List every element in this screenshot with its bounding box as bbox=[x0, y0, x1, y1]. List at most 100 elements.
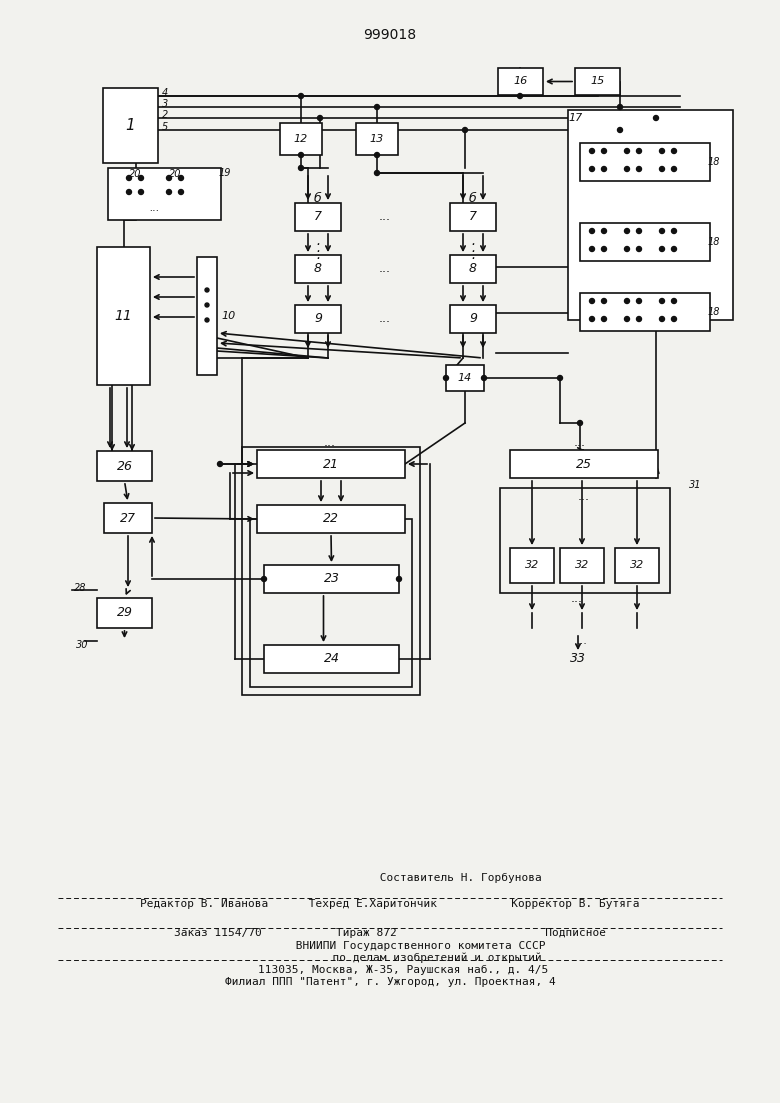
Circle shape bbox=[601, 149, 607, 153]
Text: 29: 29 bbox=[116, 607, 133, 620]
Circle shape bbox=[625, 167, 629, 171]
Bar bbox=[580, 143, 710, 181]
Circle shape bbox=[601, 246, 607, 251]
Circle shape bbox=[636, 228, 641, 234]
Bar bbox=[295, 203, 341, 231]
Text: 18: 18 bbox=[707, 237, 720, 247]
Circle shape bbox=[601, 317, 607, 321]
Text: 9: 9 bbox=[469, 312, 477, 325]
Text: 25: 25 bbox=[576, 458, 592, 471]
Circle shape bbox=[517, 94, 523, 98]
Bar bbox=[560, 548, 604, 583]
Bar bbox=[197, 257, 217, 375]
Text: ...: ... bbox=[574, 437, 586, 450]
Circle shape bbox=[660, 299, 665, 303]
Text: по делам изобретений и открытий: по делам изобретений и открытий bbox=[238, 953, 542, 963]
Circle shape bbox=[625, 228, 629, 234]
Circle shape bbox=[636, 167, 641, 171]
Bar bbox=[295, 255, 341, 283]
Bar bbox=[446, 365, 484, 390]
Text: ...: ... bbox=[150, 203, 160, 213]
Circle shape bbox=[660, 246, 665, 251]
Text: 11: 11 bbox=[115, 309, 133, 323]
Text: 19: 19 bbox=[218, 168, 231, 178]
Text: ·: · bbox=[316, 245, 320, 259]
Text: 20: 20 bbox=[168, 169, 181, 179]
Text: 12: 12 bbox=[294, 133, 308, 144]
Text: Редактор В. Иванова      Техред Е.Харитончик           Корректор В. Бутяга: Редактор В. Иванова Техред Е.Харитончик … bbox=[140, 899, 640, 909]
Circle shape bbox=[672, 317, 676, 321]
Circle shape bbox=[672, 299, 676, 303]
Circle shape bbox=[672, 228, 676, 234]
Text: 33: 33 bbox=[570, 652, 586, 664]
Circle shape bbox=[590, 299, 594, 303]
Text: 3: 3 bbox=[162, 99, 168, 109]
Circle shape bbox=[654, 116, 658, 120]
Text: 22: 22 bbox=[323, 513, 339, 525]
Text: 24: 24 bbox=[324, 653, 339, 665]
Text: 5: 5 bbox=[162, 122, 168, 132]
Circle shape bbox=[558, 375, 562, 381]
Circle shape bbox=[396, 577, 402, 581]
Text: 4: 4 bbox=[162, 88, 168, 98]
Bar bbox=[580, 223, 710, 261]
Bar bbox=[250, 520, 412, 687]
Text: 15: 15 bbox=[590, 76, 604, 86]
Text: 32: 32 bbox=[525, 560, 539, 570]
Text: 10: 10 bbox=[222, 311, 236, 321]
Text: ·: · bbox=[471, 245, 475, 259]
Bar bbox=[510, 450, 658, 478]
Bar bbox=[356, 124, 398, 156]
Circle shape bbox=[299, 165, 303, 171]
Circle shape bbox=[126, 190, 132, 194]
Circle shape bbox=[179, 190, 183, 194]
Circle shape bbox=[590, 246, 594, 251]
Circle shape bbox=[577, 420, 583, 426]
Text: 27: 27 bbox=[120, 512, 136, 525]
Circle shape bbox=[601, 167, 607, 171]
Text: 20: 20 bbox=[129, 169, 141, 179]
Bar bbox=[97, 247, 150, 385]
Circle shape bbox=[636, 246, 641, 251]
Circle shape bbox=[672, 149, 676, 153]
Circle shape bbox=[618, 128, 622, 132]
Text: 13: 13 bbox=[370, 133, 384, 144]
Bar bbox=[510, 548, 554, 583]
Bar bbox=[97, 451, 152, 481]
Text: ·: · bbox=[471, 238, 475, 251]
Circle shape bbox=[636, 317, 641, 321]
Bar bbox=[257, 450, 405, 478]
Text: Заказ 1154/70           Тираж 872                      Подписное: Заказ 1154/70 Тираж 872 Подписное bbox=[174, 928, 606, 938]
Text: ...: ... bbox=[379, 312, 391, 325]
Circle shape bbox=[179, 175, 183, 181]
Text: 30: 30 bbox=[76, 640, 88, 650]
Text: ...: ... bbox=[379, 211, 391, 224]
Text: 23: 23 bbox=[324, 572, 339, 586]
Text: 31: 31 bbox=[689, 480, 701, 490]
Circle shape bbox=[601, 299, 607, 303]
Bar bbox=[498, 68, 543, 95]
Text: б: б bbox=[313, 192, 321, 204]
Circle shape bbox=[590, 317, 594, 321]
Circle shape bbox=[660, 149, 665, 153]
Text: ...: ... bbox=[576, 636, 587, 646]
Circle shape bbox=[672, 167, 676, 171]
Circle shape bbox=[625, 149, 629, 153]
Circle shape bbox=[660, 317, 665, 321]
Circle shape bbox=[166, 175, 172, 181]
Circle shape bbox=[481, 375, 487, 381]
Circle shape bbox=[299, 94, 303, 98]
Circle shape bbox=[205, 318, 209, 322]
Text: 32: 32 bbox=[575, 560, 589, 570]
Circle shape bbox=[590, 149, 594, 153]
Circle shape bbox=[261, 577, 267, 581]
Circle shape bbox=[601, 228, 607, 234]
Text: 9: 9 bbox=[314, 312, 322, 325]
Bar bbox=[450, 255, 496, 283]
Bar bbox=[242, 447, 420, 695]
Bar bbox=[103, 88, 158, 163]
Circle shape bbox=[636, 149, 641, 153]
Bar bbox=[104, 503, 152, 533]
Circle shape bbox=[672, 246, 676, 251]
Circle shape bbox=[444, 375, 448, 381]
